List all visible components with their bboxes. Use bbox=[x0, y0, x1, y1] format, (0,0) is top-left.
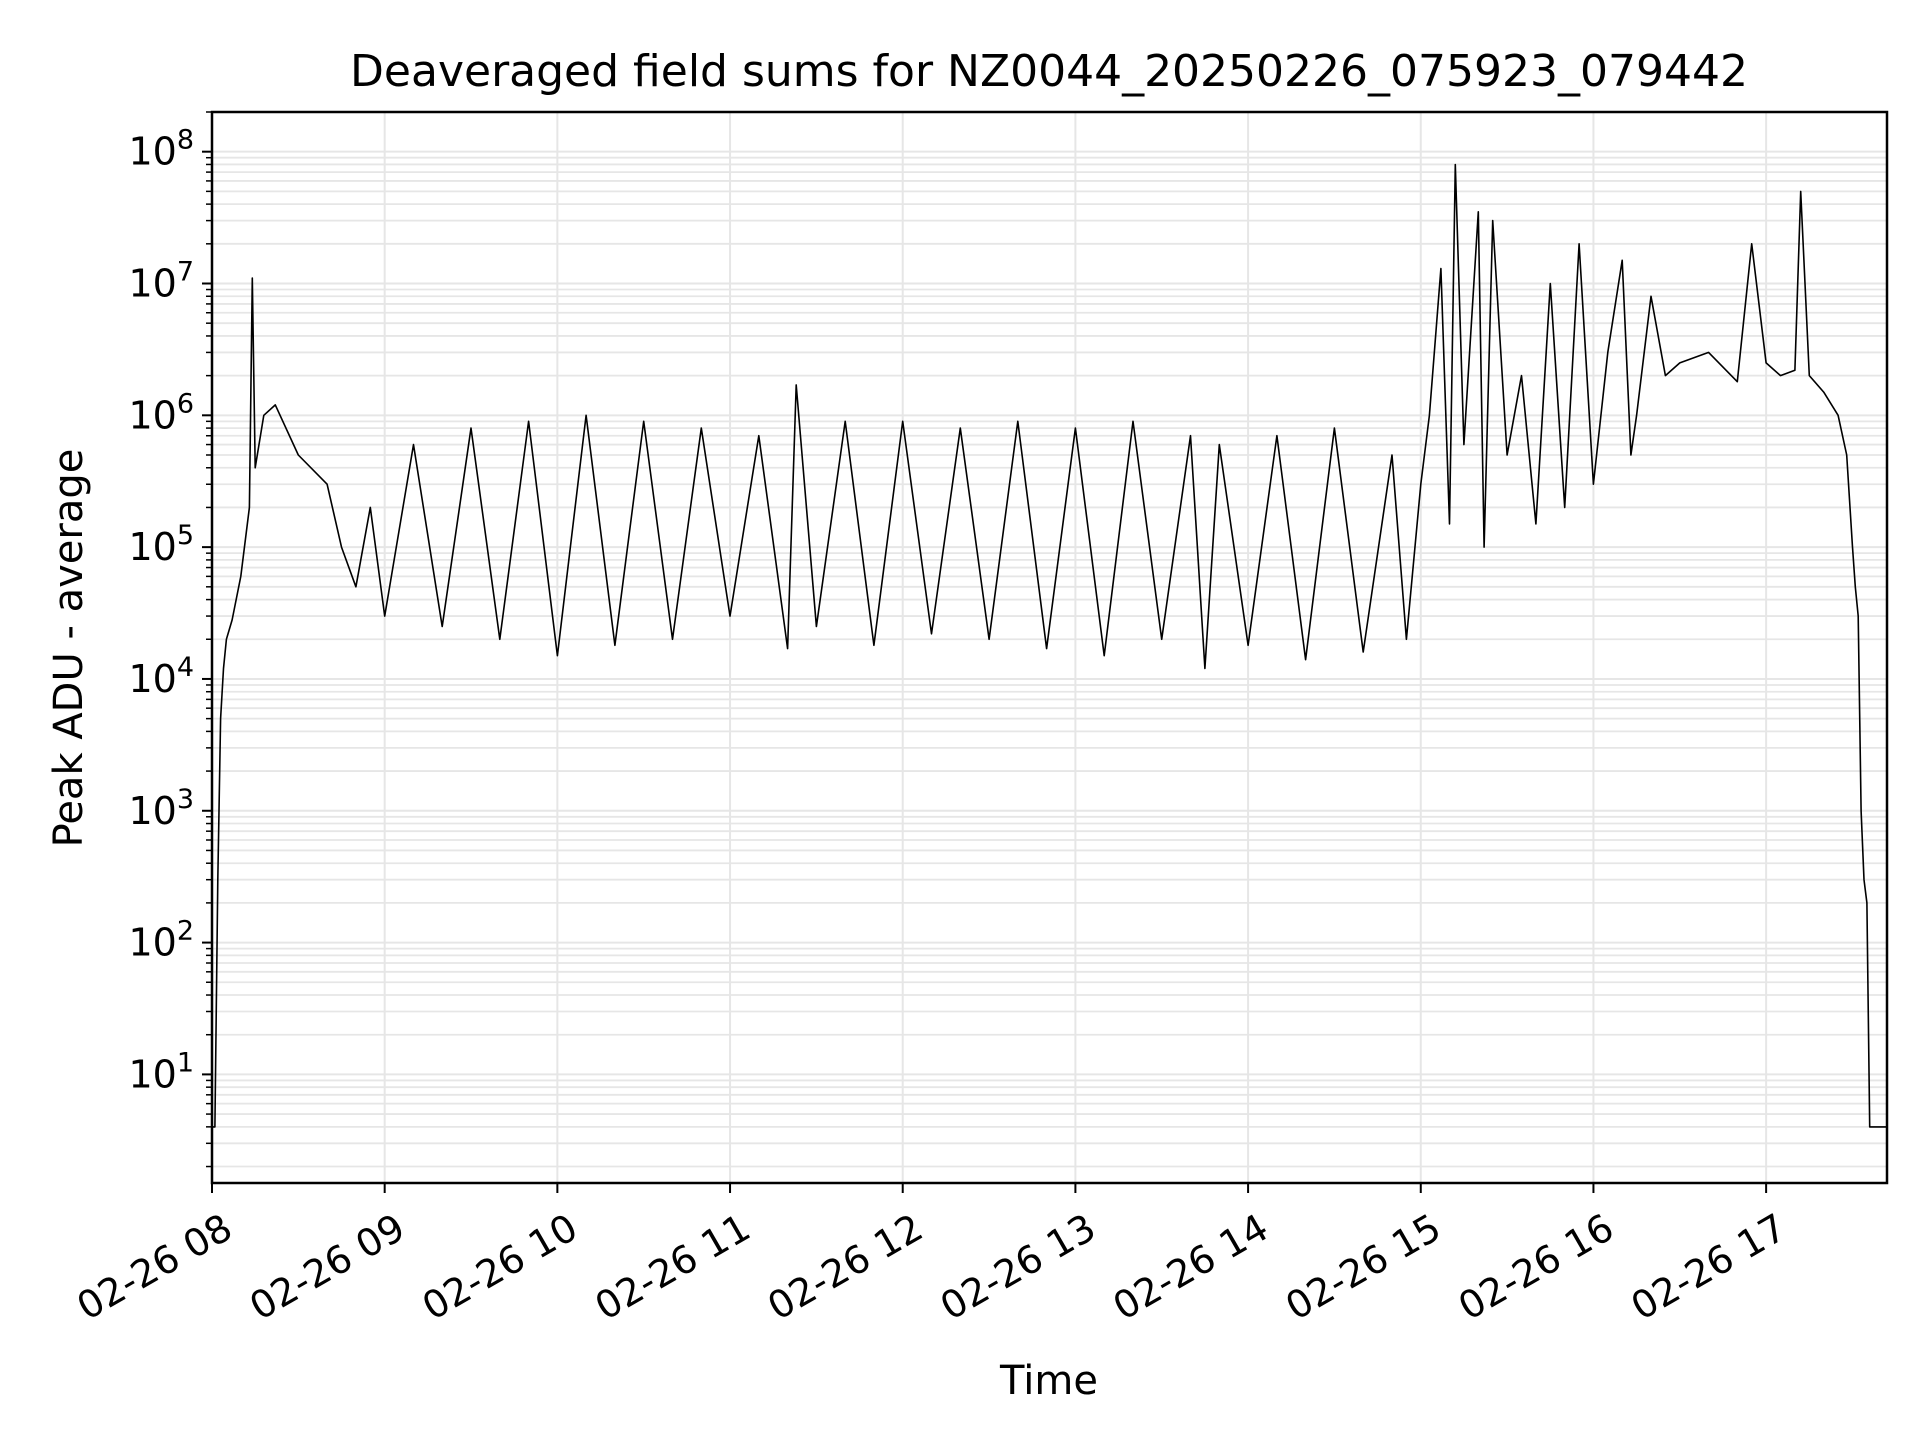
y-tick-exponent: 1 bbox=[177, 1047, 194, 1078]
y-tick-label: 108 bbox=[128, 125, 194, 174]
y-tick-exponent: 8 bbox=[177, 125, 194, 156]
data-series bbox=[212, 163, 1887, 1128]
y-tick-exponent: 2 bbox=[177, 916, 194, 947]
y-tick-exponent: 5 bbox=[177, 520, 194, 551]
grid-lines bbox=[211, 111, 1887, 1183]
plot-area-frame bbox=[210, 110, 1889, 1185]
y-axis-label: Peak ADU - average bbox=[46, 449, 92, 848]
y-tick-label: 106 bbox=[128, 388, 194, 437]
y-tick-exponent: 6 bbox=[177, 388, 194, 419]
chart-title: Deaveraged field sums for NZ0044_2025022… bbox=[350, 46, 1748, 97]
y-tick-exponent: 4 bbox=[177, 652, 194, 683]
y-tick-exponent: 7 bbox=[177, 256, 194, 287]
x-axis-label: Time bbox=[999, 1358, 1098, 1404]
data-line bbox=[212, 163, 1887, 1128]
y-tick-exponent: 3 bbox=[177, 784, 194, 815]
